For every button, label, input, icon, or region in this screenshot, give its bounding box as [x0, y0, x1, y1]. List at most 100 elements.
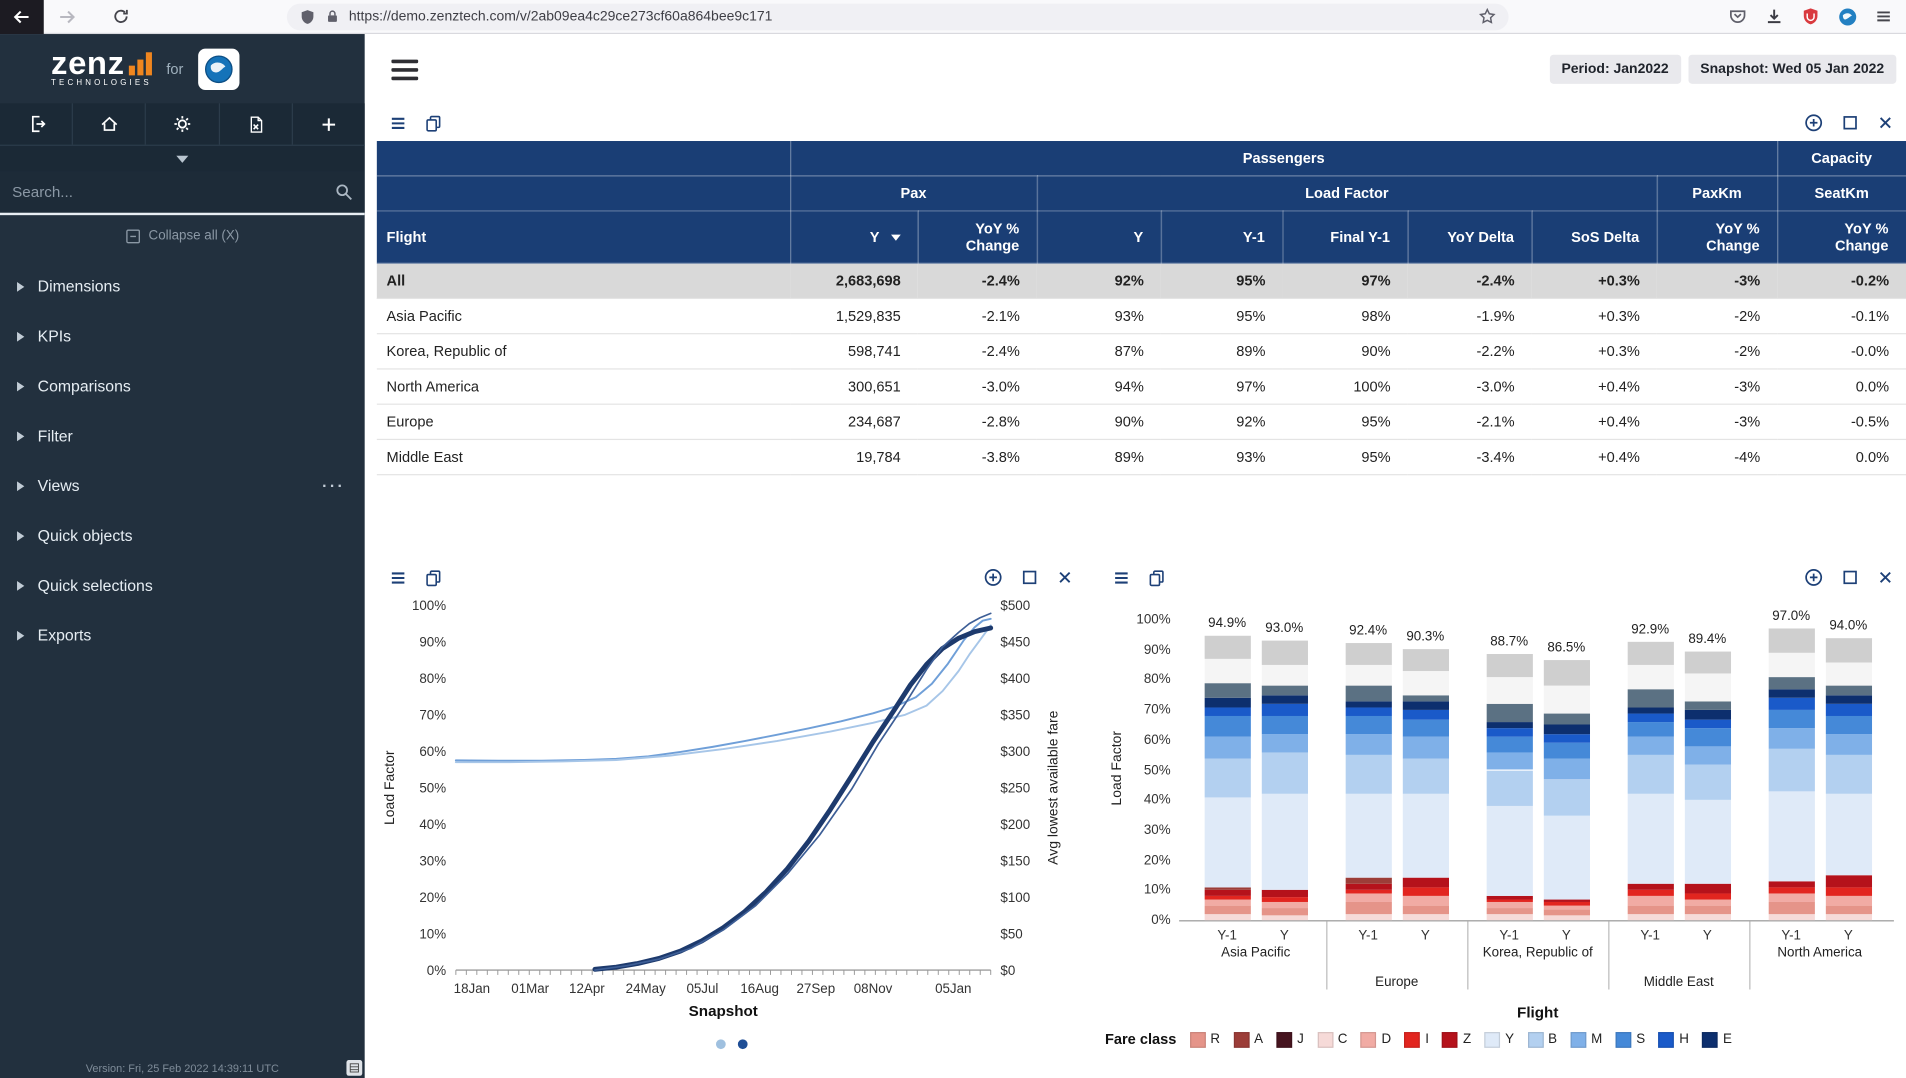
- server-status-icon[interactable]: [346, 1060, 363, 1076]
- period-chip[interactable]: Period: Jan2022: [1549, 54, 1681, 84]
- fare-class-bar-segment[interactable]: [1543, 905, 1590, 910]
- fare-class-bar-segment[interactable]: [1684, 746, 1731, 765]
- column-pax-yoy-change[interactable]: YoY % Change: [917, 210, 1038, 264]
- fare-class-bar-segment[interactable]: [1345, 890, 1392, 894]
- fare-class-bar-segment[interactable]: [1684, 899, 1731, 906]
- table-row[interactable]: Europe 234,687 -2.8% 90% 92% 95% -2.1% +0.4% -3%…: [376, 404, 1906, 441]
- fare-class-bar-segment[interactable]: [1204, 737, 1251, 759]
- fare-class-bar-segment[interactable]: [1402, 878, 1449, 888]
- fare-class-bar-segment[interactable]: [1204, 905, 1251, 915]
- fare-class-bar-segment[interactable]: [1627, 890, 1674, 897]
- fare-class-bar-segment[interactable]: [1627, 914, 1674, 921]
- column-lf-y1[interactable]: Y-1: [1160, 210, 1284, 264]
- fare-class-bar-segment[interactable]: [1486, 902, 1533, 909]
- fare-class-bar-segment[interactable]: [1825, 704, 1872, 717]
- fare-class-bar-segment[interactable]: [1261, 664, 1308, 686]
- fare-class-bar-segment[interactable]: [1402, 649, 1449, 671]
- fare-class-bar-segment[interactable]: [1684, 719, 1731, 729]
- fare-class-bar-segment[interactable]: [1261, 640, 1308, 665]
- fare-class-bar-segment[interactable]: [1543, 758, 1590, 780]
- fare-class-bar-segment[interactable]: [1627, 641, 1674, 665]
- fare-class-bar-segment[interactable]: [1684, 905, 1731, 915]
- fare-class-bar-segment[interactable]: [1345, 701, 1392, 708]
- copy-button[interactable]: [424, 568, 442, 586]
- fare-class-bar-segment[interactable]: [1486, 737, 1533, 753]
- column-lf-sos-delta[interactable]: SoS Delta: [1531, 210, 1658, 264]
- thunderbird-extension-button[interactable]: [1837, 6, 1858, 27]
- fare-class-bar-segment[interactable]: [1204, 682, 1251, 699]
- home-button[interactable]: [73, 103, 147, 145]
- legend-item[interactable]: J: [1276, 1031, 1304, 1048]
- column-paxkm-yoy-change[interactable]: YoY % Change: [1656, 210, 1778, 264]
- forward-button[interactable]: [56, 6, 77, 27]
- add-button[interactable]: [293, 103, 365, 144]
- sidebar-item-filter[interactable]: Filter: [0, 411, 365, 461]
- maximize-button[interactable]: [1842, 114, 1859, 131]
- fare-class-bar-segment[interactable]: [1684, 884, 1731, 894]
- add-widget-button[interactable]: [1804, 568, 1823, 587]
- fare-class-bar-segment[interactable]: [1261, 734, 1308, 753]
- table-row[interactable]: All 2,683,698 -2.4% 92% 95% 97% -2.4% +0.3% -3% -…: [376, 263, 1906, 300]
- panel-menu-button[interactable]: [389, 114, 407, 132]
- fare-class-bar-segment[interactable]: [1402, 914, 1449, 921]
- fare-class-bar-segment[interactable]: [1345, 884, 1392, 891]
- fare-class-bar-segment[interactable]: [1402, 905, 1449, 915]
- panel-menu-button[interactable]: [389, 568, 407, 586]
- fare-class-bar-segment[interactable]: [1261, 915, 1308, 921]
- fare-class-bar-segment[interactable]: [1486, 722, 1533, 729]
- browser-menu-button[interactable]: [1873, 6, 1894, 27]
- fare-class-bar-segment[interactable]: [1627, 713, 1674, 723]
- fare-class-bar-segment[interactable]: [1261, 695, 1308, 705]
- fare-class-bar-segment[interactable]: [1261, 897, 1308, 903]
- fare-class-bar-segment[interactable]: [1345, 794, 1392, 879]
- fare-class-bar-segment[interactable]: [1543, 909, 1590, 916]
- fare-class-bar-segment[interactable]: [1204, 887, 1251, 891]
- sort-caret-icon[interactable]: [890, 234, 901, 241]
- column-lf-yoy-delta[interactable]: YoY Delta: [1407, 210, 1533, 264]
- fare-class-bar-segment[interactable]: [1684, 701, 1731, 711]
- fare-class-bar-segment[interactable]: [1486, 728, 1533, 738]
- fare-class-bar-segment[interactable]: [1825, 637, 1872, 662]
- tracking-shield-icon[interactable]: [299, 8, 316, 25]
- fare-class-bar-segment[interactable]: [1402, 670, 1449, 696]
- sidebar-dropdown-toggle[interactable]: [0, 144, 365, 172]
- sidebar-item-views[interactable]: Views ···: [0, 461, 365, 511]
- fare-class-bar-segment[interactable]: [1768, 676, 1815, 689]
- fare-class-bar-segment[interactable]: [1345, 902, 1392, 915]
- fare-class-bar-segment[interactable]: [1486, 899, 1533, 903]
- fare-class-bar-segment[interactable]: [1825, 716, 1872, 735]
- fare-class-bar-segment[interactable]: [1204, 635, 1251, 659]
- fare-class-bar-segment[interactable]: [1543, 685, 1590, 714]
- legend-item[interactable]: E: [1702, 1031, 1732, 1048]
- legend-item[interactable]: D: [1360, 1031, 1391, 1048]
- fare-class-bar-segment[interactable]: [1486, 676, 1533, 705]
- fare-class-bar-segment[interactable]: [1486, 914, 1533, 921]
- fare-class-bar-segment[interactable]: [1543, 713, 1590, 726]
- fare-class-bar-segment[interactable]: [1402, 794, 1449, 879]
- maximize-button[interactable]: [1842, 569, 1859, 586]
- fare-class-bar-segment[interactable]: [1627, 664, 1674, 689]
- fare-class-bar-segment[interactable]: [1402, 695, 1449, 702]
- collapse-all-button[interactable]: Collapse all (X): [0, 220, 365, 252]
- snapshot-chip[interactable]: Snapshot: Wed 05 Jan 2022: [1688, 54, 1897, 84]
- back-button[interactable]: [0, 0, 44, 34]
- fare-class-bar-segment[interactable]: [1402, 737, 1449, 759]
- table-row[interactable]: Middle East 19,784 -3.8% 89% 93% 95% -3.4% +0.4…: [376, 439, 1906, 476]
- fare-class-bar-segment[interactable]: [1261, 716, 1308, 735]
- fare-class-bar-segment[interactable]: [1825, 695, 1872, 705]
- add-widget-button[interactable]: [983, 568, 1002, 587]
- fare-class-bar-segment[interactable]: [1345, 893, 1392, 903]
- fare-class-bar-segment[interactable]: [1486, 908, 1533, 915]
- fare-class-bar-segment[interactable]: [1768, 791, 1815, 882]
- fare-class-bar-segment[interactable]: [1261, 794, 1308, 891]
- fare-class-bar-segment[interactable]: [1627, 884, 1674, 891]
- fare-class-bar-segment[interactable]: [1204, 707, 1251, 717]
- fare-class-bar-segment[interactable]: [1684, 728, 1731, 747]
- search-icon[interactable]: [334, 182, 353, 208]
- panel-menu-button[interactable]: [1112, 568, 1130, 586]
- fare-class-bar-segment[interactable]: [1261, 704, 1308, 717]
- column-lf-final-y1[interactable]: Final Y-1: [1282, 210, 1409, 264]
- sidebar-item-exports[interactable]: Exports: [0, 610, 365, 660]
- views-more-button[interactable]: ···: [322, 476, 346, 495]
- search-input[interactable]: [0, 171, 365, 213]
